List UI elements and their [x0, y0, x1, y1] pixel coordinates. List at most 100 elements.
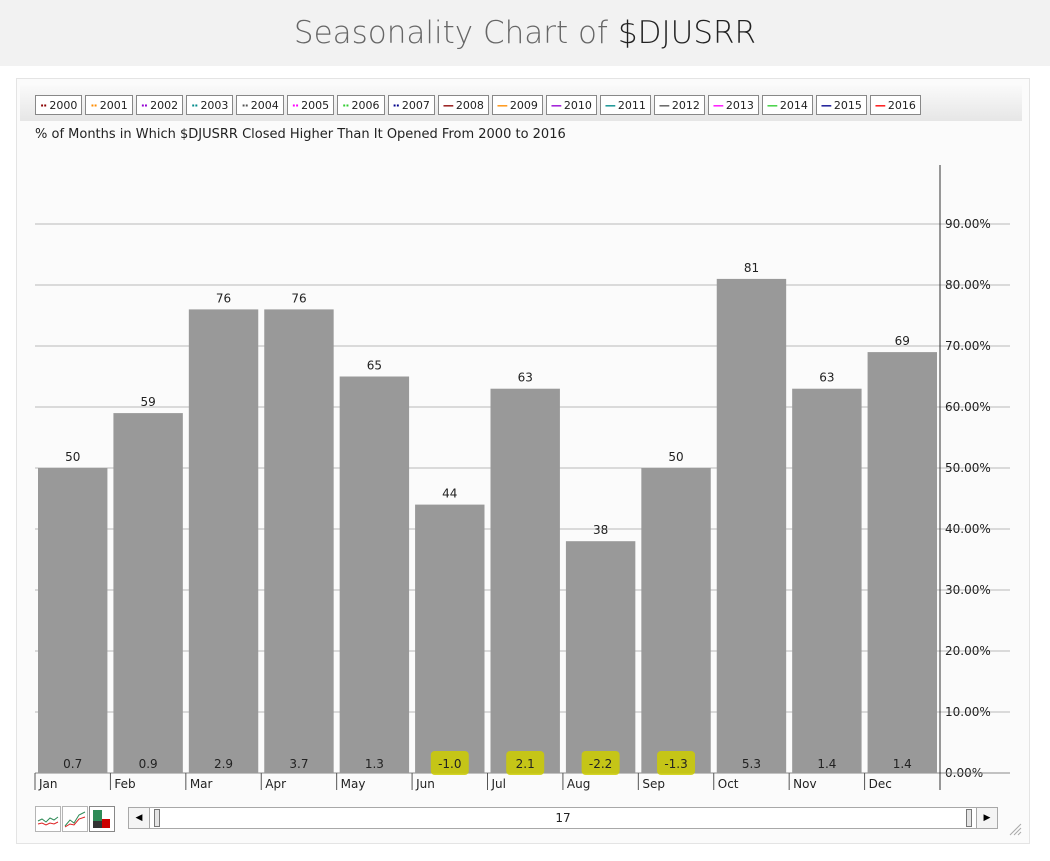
x-tick-label: Mar [190, 777, 213, 791]
legend-item-2000[interactable]: ·· 2000 [35, 95, 83, 115]
bar-value-label: 81 [744, 261, 759, 275]
legend-item-2004[interactable]: ·· 2004 [236, 95, 284, 115]
bar-jun [415, 504, 485, 773]
bar-aug [565, 541, 636, 773]
avg-change-label: 1.4 [893, 757, 912, 771]
legend-marker-icon: ·· [90, 98, 97, 112]
x-tick-label: Jun [415, 777, 435, 791]
bar-jul [490, 388, 560, 773]
bar-value-label: 44 [442, 487, 457, 501]
x-tick-label: Dec [869, 777, 892, 791]
legend-marker-icon: — [442, 98, 454, 112]
legend-label: 2010 [563, 98, 592, 112]
y-tick-label: 30.00% [945, 583, 991, 597]
legend-marker-icon: ·· [291, 98, 299, 112]
bar-value-label: 50 [65, 450, 80, 464]
legend-marker-icon: ·· [40, 98, 47, 112]
bar-value-label: 59 [140, 395, 155, 409]
legend-item-2010[interactable]: —2010 [545, 95, 597, 115]
avg-change-label: 5.3 [742, 757, 761, 771]
legend-item-2003[interactable]: ·· 2003 [186, 95, 234, 115]
legend-item-2012[interactable]: —2012 [653, 95, 705, 115]
legend-label: 2004 [250, 98, 279, 112]
legend-label: 2005 [301, 98, 330, 112]
y-tick-label: 80.00% [945, 278, 991, 292]
x-tick-label: May [341, 777, 366, 791]
legend-marker-icon: ·· [191, 98, 198, 112]
legend-label: 2014 [779, 98, 808, 112]
bar-value-label: 63 [518, 371, 533, 385]
legend-label: 2015 [833, 98, 862, 112]
legend-label: 2002 [150, 98, 179, 112]
legend-marker-icon: — [496, 98, 508, 112]
legend-label: 2007 [401, 98, 430, 112]
legend-item-2008[interactable]: —2008 [437, 95, 489, 115]
legend-item-2005[interactable]: ·· 2005 [286, 95, 335, 115]
bar-value-label: 76 [291, 291, 306, 305]
bar-feb [113, 413, 183, 773]
y-tick-label: 60.00% [945, 400, 991, 414]
legend-marker-icon: — [766, 98, 778, 112]
legend-marker-icon: ·· [241, 98, 248, 112]
bar-nov [792, 388, 862, 773]
legend-item-2006[interactable]: ·· 2006 [337, 95, 385, 115]
avg-change-label: -1.3 [664, 757, 687, 771]
y-tick-label: 20.00% [945, 644, 991, 658]
y-tick-label: 10.00% [945, 705, 991, 719]
avg-change-label: 2.1 [516, 757, 535, 771]
legend-item-2015[interactable]: —2015 [815, 95, 867, 115]
x-tick-label: Nov [793, 777, 816, 791]
legend-item-2013[interactable]: —2013 [707, 95, 759, 115]
legend-item-2014[interactable]: —2014 [761, 95, 813, 115]
bar-jan [38, 468, 108, 773]
seasonality-bar-icon[interactable] [89, 806, 115, 832]
legend-label: 2009 [509, 98, 538, 112]
year-legend: ·· 2000 ·· 2001 ·· 2002 ·· 2003 ·· 2004 ·· 2005 ·· 20… [35, 95, 924, 115]
line-chart-icon[interactable] [35, 806, 61, 832]
legend-marker-icon: — [820, 98, 832, 112]
avg-change-label: 1.3 [365, 757, 384, 771]
bar-mar [188, 309, 259, 773]
y-tick-label: 70.00% [945, 339, 991, 353]
avg-change-label: -2.2 [589, 757, 612, 771]
avg-change-label: 3.7 [289, 757, 308, 771]
legend-marker-icon: — [658, 98, 670, 112]
bar-apr [264, 309, 334, 773]
legend-label: 2012 [671, 98, 700, 112]
legend-item-2016[interactable]: —2016 [869, 95, 921, 115]
highlight-marker [506, 751, 545, 775]
scroll-right-button[interactable]: ▶ [976, 807, 998, 829]
bar-may [339, 376, 410, 773]
resize-grip-icon[interactable] [1008, 822, 1022, 836]
x-tick-label: Jan [38, 777, 58, 791]
chart-subtitle: % of Months in Which $DJUSRR Closed High… [35, 127, 566, 142]
legend-label: 2016 [887, 98, 916, 112]
performance-chart-icon[interactable] [62, 806, 88, 832]
legend-item-2009[interactable]: —2009 [491, 95, 543, 115]
legend-item-2002[interactable]: ·· 2002 [135, 95, 184, 115]
bar-value-label: 38 [593, 523, 608, 537]
legend-marker-icon: — [712, 98, 724, 112]
legend-label: 2013 [725, 98, 754, 112]
page-header: Seasonality Chart of $DJUSRR [0, 0, 1050, 66]
y-tick-label: 50.00% [945, 461, 991, 475]
bar-value-label: 50 [668, 450, 683, 464]
scroll-thumb-left[interactable] [154, 809, 160, 827]
scroll-left-button[interactable]: ◀ [128, 807, 150, 829]
scroll-thumb-right[interactable] [966, 809, 972, 827]
legend-marker-icon: ·· [342, 98, 349, 112]
bar-sep [641, 468, 711, 773]
avg-change-label: 0.7 [63, 757, 82, 771]
bar-value-label: 63 [819, 371, 834, 385]
bar-dec [867, 352, 937, 773]
legend-marker-icon: ·· [392, 98, 400, 112]
avg-change-label: -1.0 [438, 757, 461, 771]
x-tick-label: Sep [642, 777, 665, 791]
legend-item-2011[interactable]: —2011 [599, 95, 651, 115]
bar-oct [716, 278, 787, 773]
legend-item-2001[interactable]: ·· 2001 [85, 95, 133, 115]
bar-value-label: 65 [367, 359, 382, 373]
legend-item-2007[interactable]: ·· 2007 [387, 95, 435, 115]
bar-value-label: 76 [216, 291, 231, 305]
legend-label: 2011 [617, 98, 646, 112]
